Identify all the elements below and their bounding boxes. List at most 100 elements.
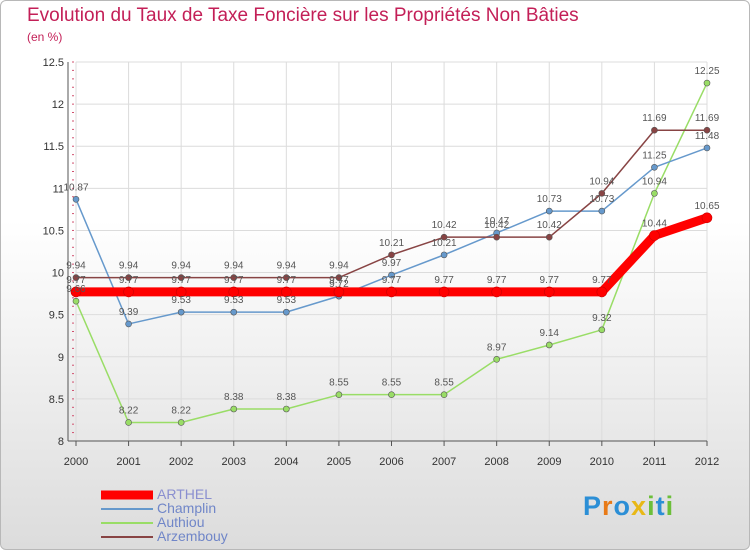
x-tick-label: 2006 <box>379 456 403 468</box>
data-point <box>230 308 238 316</box>
data-point <box>545 341 553 349</box>
data-label: 8.22 <box>171 405 191 416</box>
data-point <box>545 233 553 241</box>
y-tick-label: 8.5 <box>49 394 64 406</box>
data-label: 10.44 <box>642 218 667 229</box>
data-label: 8.55 <box>329 378 349 389</box>
data-label: 9.53 <box>277 295 297 306</box>
data-label: 9.97 <box>382 258 402 269</box>
data-label: 8.55 <box>434 378 454 389</box>
data-point <box>335 391 343 398</box>
y-tick-label: 9 <box>58 352 64 364</box>
x-tick-label: 2005 <box>327 456 351 468</box>
y-tick-label: 8 <box>58 436 64 448</box>
x-tick-label: 2008 <box>484 456 508 468</box>
data-point <box>333 286 345 298</box>
data-label: 9.32 <box>592 313 612 324</box>
data-label: 9.77 <box>66 275 86 286</box>
data-point <box>123 286 134 298</box>
data-label: 9.77 <box>171 275 191 286</box>
x-tick-label: 2012 <box>695 456 719 468</box>
data-point <box>125 320 132 328</box>
logo-letter: i <box>647 491 656 521</box>
data-label: 10.73 <box>589 194 614 205</box>
data-point <box>493 356 500 363</box>
legend-swatch <box>101 490 153 500</box>
data-label: 9.77 <box>382 275 402 286</box>
data-label: 8.97 <box>487 342 507 353</box>
data-label: 10.73 <box>537 194 562 205</box>
data-point <box>438 286 450 298</box>
logo-letter: i <box>665 491 675 521</box>
data-label: 11.69 <box>695 113 720 124</box>
data-point <box>125 274 132 281</box>
x-tick-label: 2004 <box>274 456 298 468</box>
data-point <box>440 233 448 241</box>
y-tick-label: 10.5 <box>43 225 64 237</box>
data-point <box>281 286 292 298</box>
data-point <box>703 126 711 134</box>
data-point <box>440 251 448 259</box>
data-point <box>388 391 395 398</box>
y-tick-label: 11.5 <box>43 141 64 153</box>
data-point <box>651 163 658 171</box>
data-point <box>651 190 658 197</box>
y-tick-label: 12 <box>52 99 64 111</box>
data-label: 9.77 <box>592 275 612 286</box>
axes: 8 8.5 9 9.5 10 10.5 11 11.5 12 12.5 2000 2001 2002 20… <box>43 57 720 468</box>
data-point <box>543 286 555 298</box>
data-label: 9.14 <box>540 328 560 339</box>
data-point <box>545 207 553 215</box>
data-point <box>596 286 608 298</box>
data-label: 8.38 <box>224 392 244 403</box>
data-label: 10.47 <box>484 216 509 227</box>
legend-swatch <box>101 508 153 510</box>
data-point <box>651 126 658 134</box>
data-label: 11.25 <box>642 150 667 161</box>
data-label: 8.38 <box>277 392 297 403</box>
data-label: 10.65 <box>694 201 719 212</box>
legend-swatch <box>101 536 153 538</box>
series-points <box>70 79 713 426</box>
legend-swatch <box>101 522 153 524</box>
legend-label: ARTHEL <box>157 486 212 502</box>
data-label: 9.77 <box>119 275 139 286</box>
data-label: 10.21 <box>379 238 404 249</box>
data-label: 10.42 <box>432 220 457 231</box>
logo-letter: x <box>631 491 648 521</box>
x-tick-label: 2010 <box>590 456 614 468</box>
legend-label: Arzembouy <box>157 528 228 544</box>
data-point <box>491 286 502 298</box>
data-label: 11.48 <box>695 131 720 142</box>
data-label: 9.39 <box>119 307 139 318</box>
data-point <box>493 233 500 241</box>
data-label: 9.94 <box>119 261 139 272</box>
data-point <box>177 308 185 316</box>
proxiti-logo: Proxiti <box>583 491 674 522</box>
logo-letter: r <box>602 491 614 521</box>
data-point <box>598 190 606 197</box>
data-label: 10.42 <box>537 220 562 231</box>
data-point <box>388 251 395 259</box>
data-point <box>230 405 238 413</box>
y-tick-label: 10 <box>52 268 64 280</box>
x-tick-label: 2001 <box>116 456 140 468</box>
data-point <box>283 274 290 281</box>
data-point <box>388 271 395 279</box>
logo-letter: P <box>583 491 603 521</box>
data-point <box>177 274 185 281</box>
logo-letter: t <box>655 491 666 521</box>
data-label: 11.69 <box>642 113 667 124</box>
data-label: 9.53 <box>171 295 191 306</box>
y-tick-label: 11 <box>53 183 64 195</box>
data-point <box>125 419 132 426</box>
data-point <box>72 274 80 281</box>
data-point <box>283 308 290 316</box>
data-label: 9.77 <box>224 275 244 286</box>
data-label: 9.94 <box>277 261 297 272</box>
series-labels: 9.66 8.22 8.22 8.38 8.38 8.55 8.55 8.55 8.97 9.14… <box>63 66 719 416</box>
data-point <box>386 286 397 298</box>
logo-letter: o <box>613 491 632 521</box>
data-point <box>70 286 82 298</box>
